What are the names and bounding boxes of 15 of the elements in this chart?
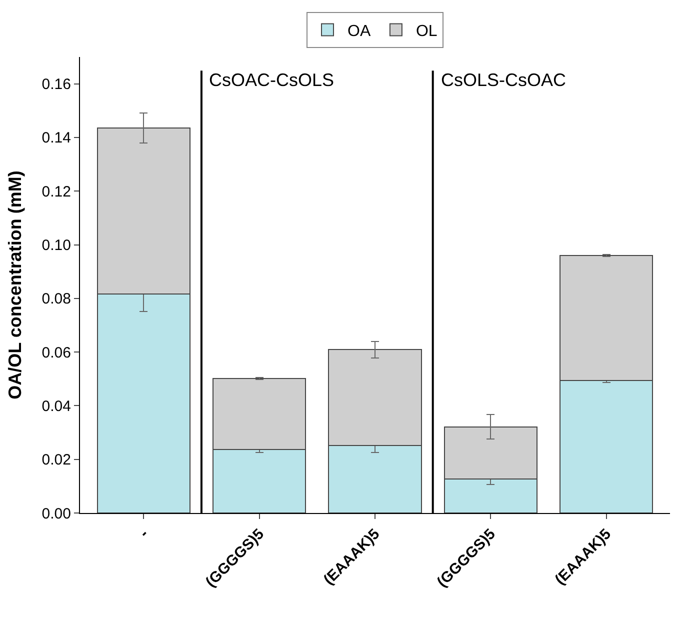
legend-label: OA <box>348 23 371 40</box>
y-tick-label: 0.02 <box>42 452 71 469</box>
y-tick-label: 0.06 <box>42 344 71 362</box>
y-tick-label: 0.14 <box>42 130 71 147</box>
legend-label: OL <box>416 23 438 40</box>
y-tick-label: 0.04 <box>42 398 71 415</box>
y-tick-label: 0.00 <box>42 505 71 522</box>
y-axis-title: OA/OL concentration (mM) <box>4 170 25 400</box>
y-tick-label: 0.12 <box>42 183 71 200</box>
y-tick-label: 0.16 <box>42 76 71 94</box>
y-tick-label: 0.10 <box>42 237 71 254</box>
y-tick-label: 0.08 <box>42 290 71 308</box>
annotation: CsOAC-CsOLS <box>209 70 334 90</box>
annotation: CsOLS-CsOAC <box>441 70 566 90</box>
x-tick-label: - <box>136 526 152 542</box>
